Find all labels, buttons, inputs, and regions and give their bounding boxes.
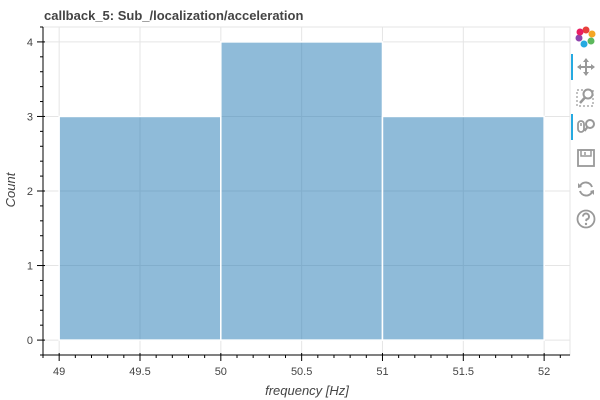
- reset-icon: [578, 181, 594, 197]
- x-tick-label-1: 49.5: [129, 366, 150, 378]
- histogram-bar-1: [220, 41, 384, 341]
- x-tick-label-5: 51.5: [453, 366, 474, 378]
- wheel-zoom-icon: [577, 119, 595, 133]
- histogram-bar-0: [58, 115, 222, 341]
- wheel-zoom-tool-button[interactable]: [571, 114, 599, 140]
- box-zoom-icon: [576, 88, 594, 107]
- x-tick-label-4: 51: [376, 366, 388, 378]
- x-tick-label-0: 49: [53, 366, 65, 378]
- pan-icon: [577, 58, 595, 76]
- y-tick-label-2: 2: [27, 186, 33, 198]
- y-tick-label-1: 1: [27, 261, 33, 273]
- y-tick-label-3: 3: [27, 111, 33, 123]
- x-axis-label: frequency [Hz]: [265, 383, 349, 398]
- x-tick-label-3: 50.5: [291, 366, 312, 378]
- y-tick-label-4: 4: [27, 37, 33, 49]
- y-axis-label: Count: [3, 171, 18, 207]
- axes: 49 49.5 50 50.5 51 51.5 52 0 1 2 3 4: [27, 26, 570, 378]
- bars: [58, 41, 545, 341]
- save-icon: [577, 149, 595, 167]
- x-tick-label-6: 52: [538, 366, 550, 378]
- help-icon: [576, 209, 596, 229]
- pan-tool-button[interactable]: [571, 54, 599, 80]
- reset-tool-button[interactable]: [573, 176, 599, 202]
- box-zoom-tool-button[interactable]: [573, 84, 599, 110]
- histogram-bar-2: [381, 115, 545, 341]
- save-tool-button[interactable]: [573, 145, 599, 171]
- x-tick-label-2: 50: [215, 366, 227, 378]
- y-tick-label-0: 0: [27, 335, 33, 347]
- help-tool-button[interactable]: [573, 206, 599, 232]
- chart-title: callback_5: Sub_/localization/accelerati…: [44, 8, 303, 23]
- bokeh-logo-icon: [575, 26, 596, 48]
- bokeh-logo[interactable]: [573, 24, 599, 50]
